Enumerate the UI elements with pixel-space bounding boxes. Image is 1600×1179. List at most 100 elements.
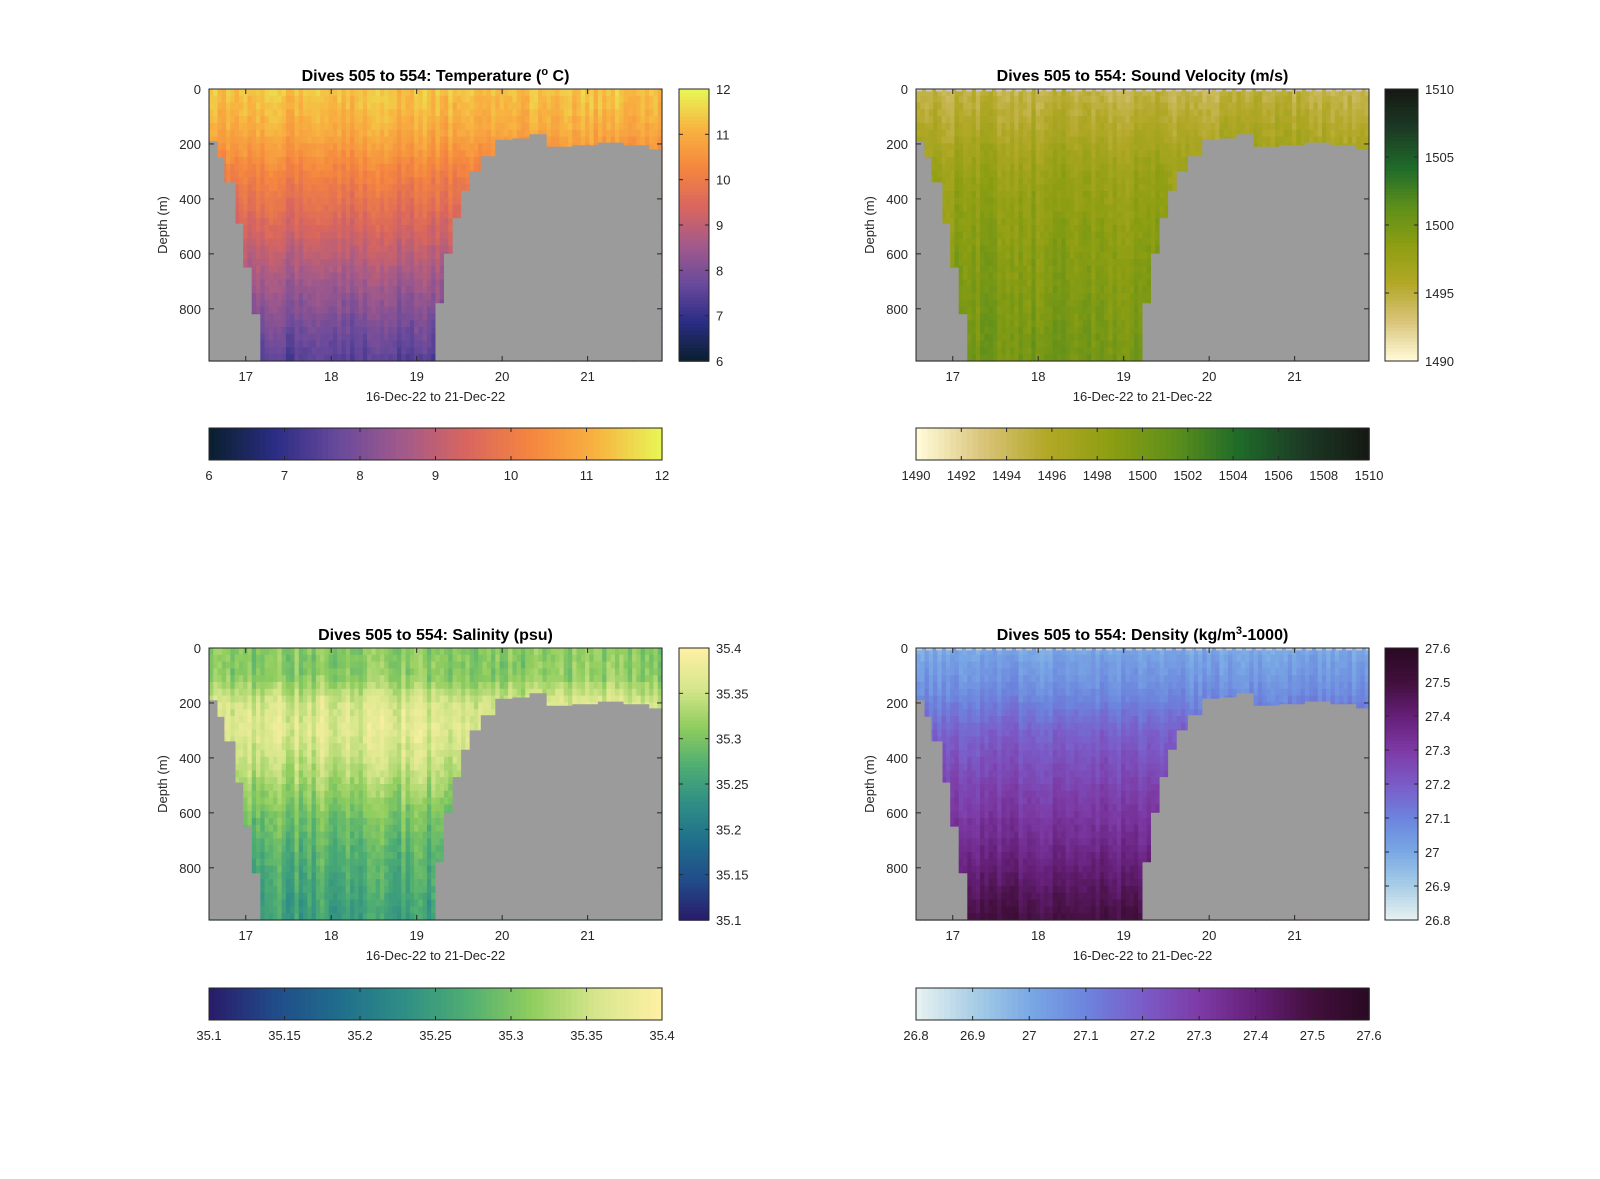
heatmap-cell: [238, 136, 244, 144]
heatmap-cell: [256, 177, 261, 185]
heatmap-cell: [251, 252, 257, 260]
heatmap-cell: [439, 177, 445, 185]
heatmap-cell: [303, 204, 308, 212]
heatmap-cell: [401, 163, 407, 172]
heatmap-cell: [337, 123, 343, 131]
heatmap-cell: [422, 95, 428, 104]
heatmap-cell: [273, 333, 278, 342]
heatmap-cell: [563, 136, 569, 144]
heatmap-cell: [954, 116, 960, 124]
heatmap-cell: [354, 259, 360, 267]
heatmap-cell: [358, 272, 364, 280]
heatmap-cell: [311, 163, 317, 172]
heatmap-cell: [290, 238, 296, 246]
heatmap-cell: [392, 327, 398, 335]
heatmap-cell: [298, 286, 304, 294]
heatmap-cell: [426, 170, 432, 178]
heatmap-cell: [546, 109, 552, 117]
colorbar-swatch: [282, 428, 290, 460]
heatmap-cell: [397, 333, 402, 342]
heatmap-cell: [256, 157, 261, 165]
heatmap-cell: [550, 89, 556, 97]
heatmap-cell: [379, 333, 385, 342]
heatmap-cell: [967, 143, 973, 151]
heatmap-cell: [392, 218, 398, 226]
heatmap-cell: [367, 272, 372, 280]
heatmap-cell: [324, 333, 330, 342]
heatmap-cell: [362, 109, 368, 117]
heatmap-cell: [941, 184, 947, 192]
heatmap-cell: [354, 218, 360, 226]
heatmap-cell: [260, 225, 266, 233]
heatmap-cell: [311, 313, 317, 321]
heatmap-cell: [967, 272, 973, 280]
heatmap-cell: [388, 299, 394, 308]
heatmap-cell: [486, 150, 492, 158]
heatmap-cell: [221, 123, 227, 131]
heatmap-cell: [920, 102, 926, 110]
heatmap-cell: [414, 204, 419, 212]
heatmap-cell: [392, 150, 398, 158]
heatmap-cell: [958, 191, 964, 199]
colorbar-swatch: [679, 245, 709, 250]
heatmap-cell: [281, 170, 287, 178]
heatmap-cell: [367, 265, 372, 274]
heatmap-cell: [230, 163, 236, 172]
heatmap-cell: [337, 272, 343, 280]
heatmap-cell: [350, 109, 355, 117]
heatmap-cell: [384, 184, 390, 192]
colorbar-swatch: [520, 428, 527, 460]
heatmap-cell: [546, 136, 552, 144]
heatmap-cell: [418, 259, 424, 267]
colorbar-swatch: [418, 428, 425, 460]
heatmap-cell: [388, 170, 394, 178]
heatmap-cell: [337, 157, 343, 165]
heatmap-cell: [290, 129, 296, 138]
heatmap-cell: [328, 340, 334, 348]
heatmap-cell: [358, 238, 364, 246]
colorbar-swatch: [497, 428, 505, 460]
heatmap-cell: [354, 157, 360, 165]
title-text: Dives 505 to 554: Temperature (: [302, 68, 542, 85]
heatmap-cell: [354, 347, 360, 355]
heatmap-cell: [379, 238, 385, 246]
heatmap-cell: [307, 204, 313, 212]
heatmap-cell: [418, 163, 424, 172]
heatmap-cell: [315, 286, 321, 294]
y-tick-label: 200: [179, 137, 201, 152]
heatmap-cell: [324, 150, 330, 158]
heatmap-cell: [478, 163, 484, 172]
heatmap-cell: [448, 123, 454, 131]
heatmap-cell: [358, 136, 364, 144]
heatmap-cell: [350, 136, 355, 144]
heatmap-cell: [473, 116, 479, 124]
heatmap-cell: [426, 245, 432, 253]
heatmap-cell: [401, 259, 407, 267]
heatmap-cell: [256, 293, 261, 301]
heatmap-cell: [273, 265, 278, 274]
heatmap-cell: [405, 129, 411, 138]
heatmap-cell: [362, 320, 368, 328]
heatmap-cell: [324, 204, 330, 212]
heatmap-cell: [350, 272, 355, 280]
heatmap-cell: [619, 123, 625, 131]
heatmap-cell: [285, 265, 291, 274]
heatmap-cell: [320, 95, 325, 104]
heatmap-cell: [414, 299, 419, 308]
heatmap-cell: [486, 89, 492, 97]
heatmap-cell: [576, 123, 582, 131]
heatmap-cell: [933, 150, 938, 158]
heatmap-cell: [508, 89, 514, 97]
colorbar-swatch: [679, 310, 709, 315]
heatmap-cell: [238, 191, 244, 199]
heatmap-cell: [431, 259, 437, 267]
heatmap-cell: [234, 177, 240, 185]
colorbar-swatch: [401, 428, 408, 460]
heatmap-cell: [307, 170, 313, 178]
heatmap-cell: [354, 191, 360, 199]
heatmap-cell: [405, 95, 411, 104]
heatmap-cell: [234, 204, 240, 212]
heatmap-cell: [268, 245, 274, 253]
heatmap-cell: [341, 177, 347, 185]
heatmap-cell: [311, 286, 317, 294]
